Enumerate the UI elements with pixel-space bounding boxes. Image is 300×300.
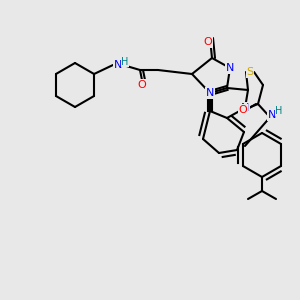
Text: H: H (275, 106, 283, 116)
Text: O: O (238, 105, 247, 115)
Text: O: O (204, 37, 212, 47)
Text: N: N (241, 103, 249, 113)
Text: N: N (226, 63, 234, 73)
Text: N: N (114, 60, 122, 70)
Text: N: N (206, 88, 214, 98)
Text: O: O (138, 80, 146, 90)
Text: N: N (268, 110, 276, 120)
Text: H: H (121, 57, 129, 67)
Text: S: S (246, 67, 254, 77)
